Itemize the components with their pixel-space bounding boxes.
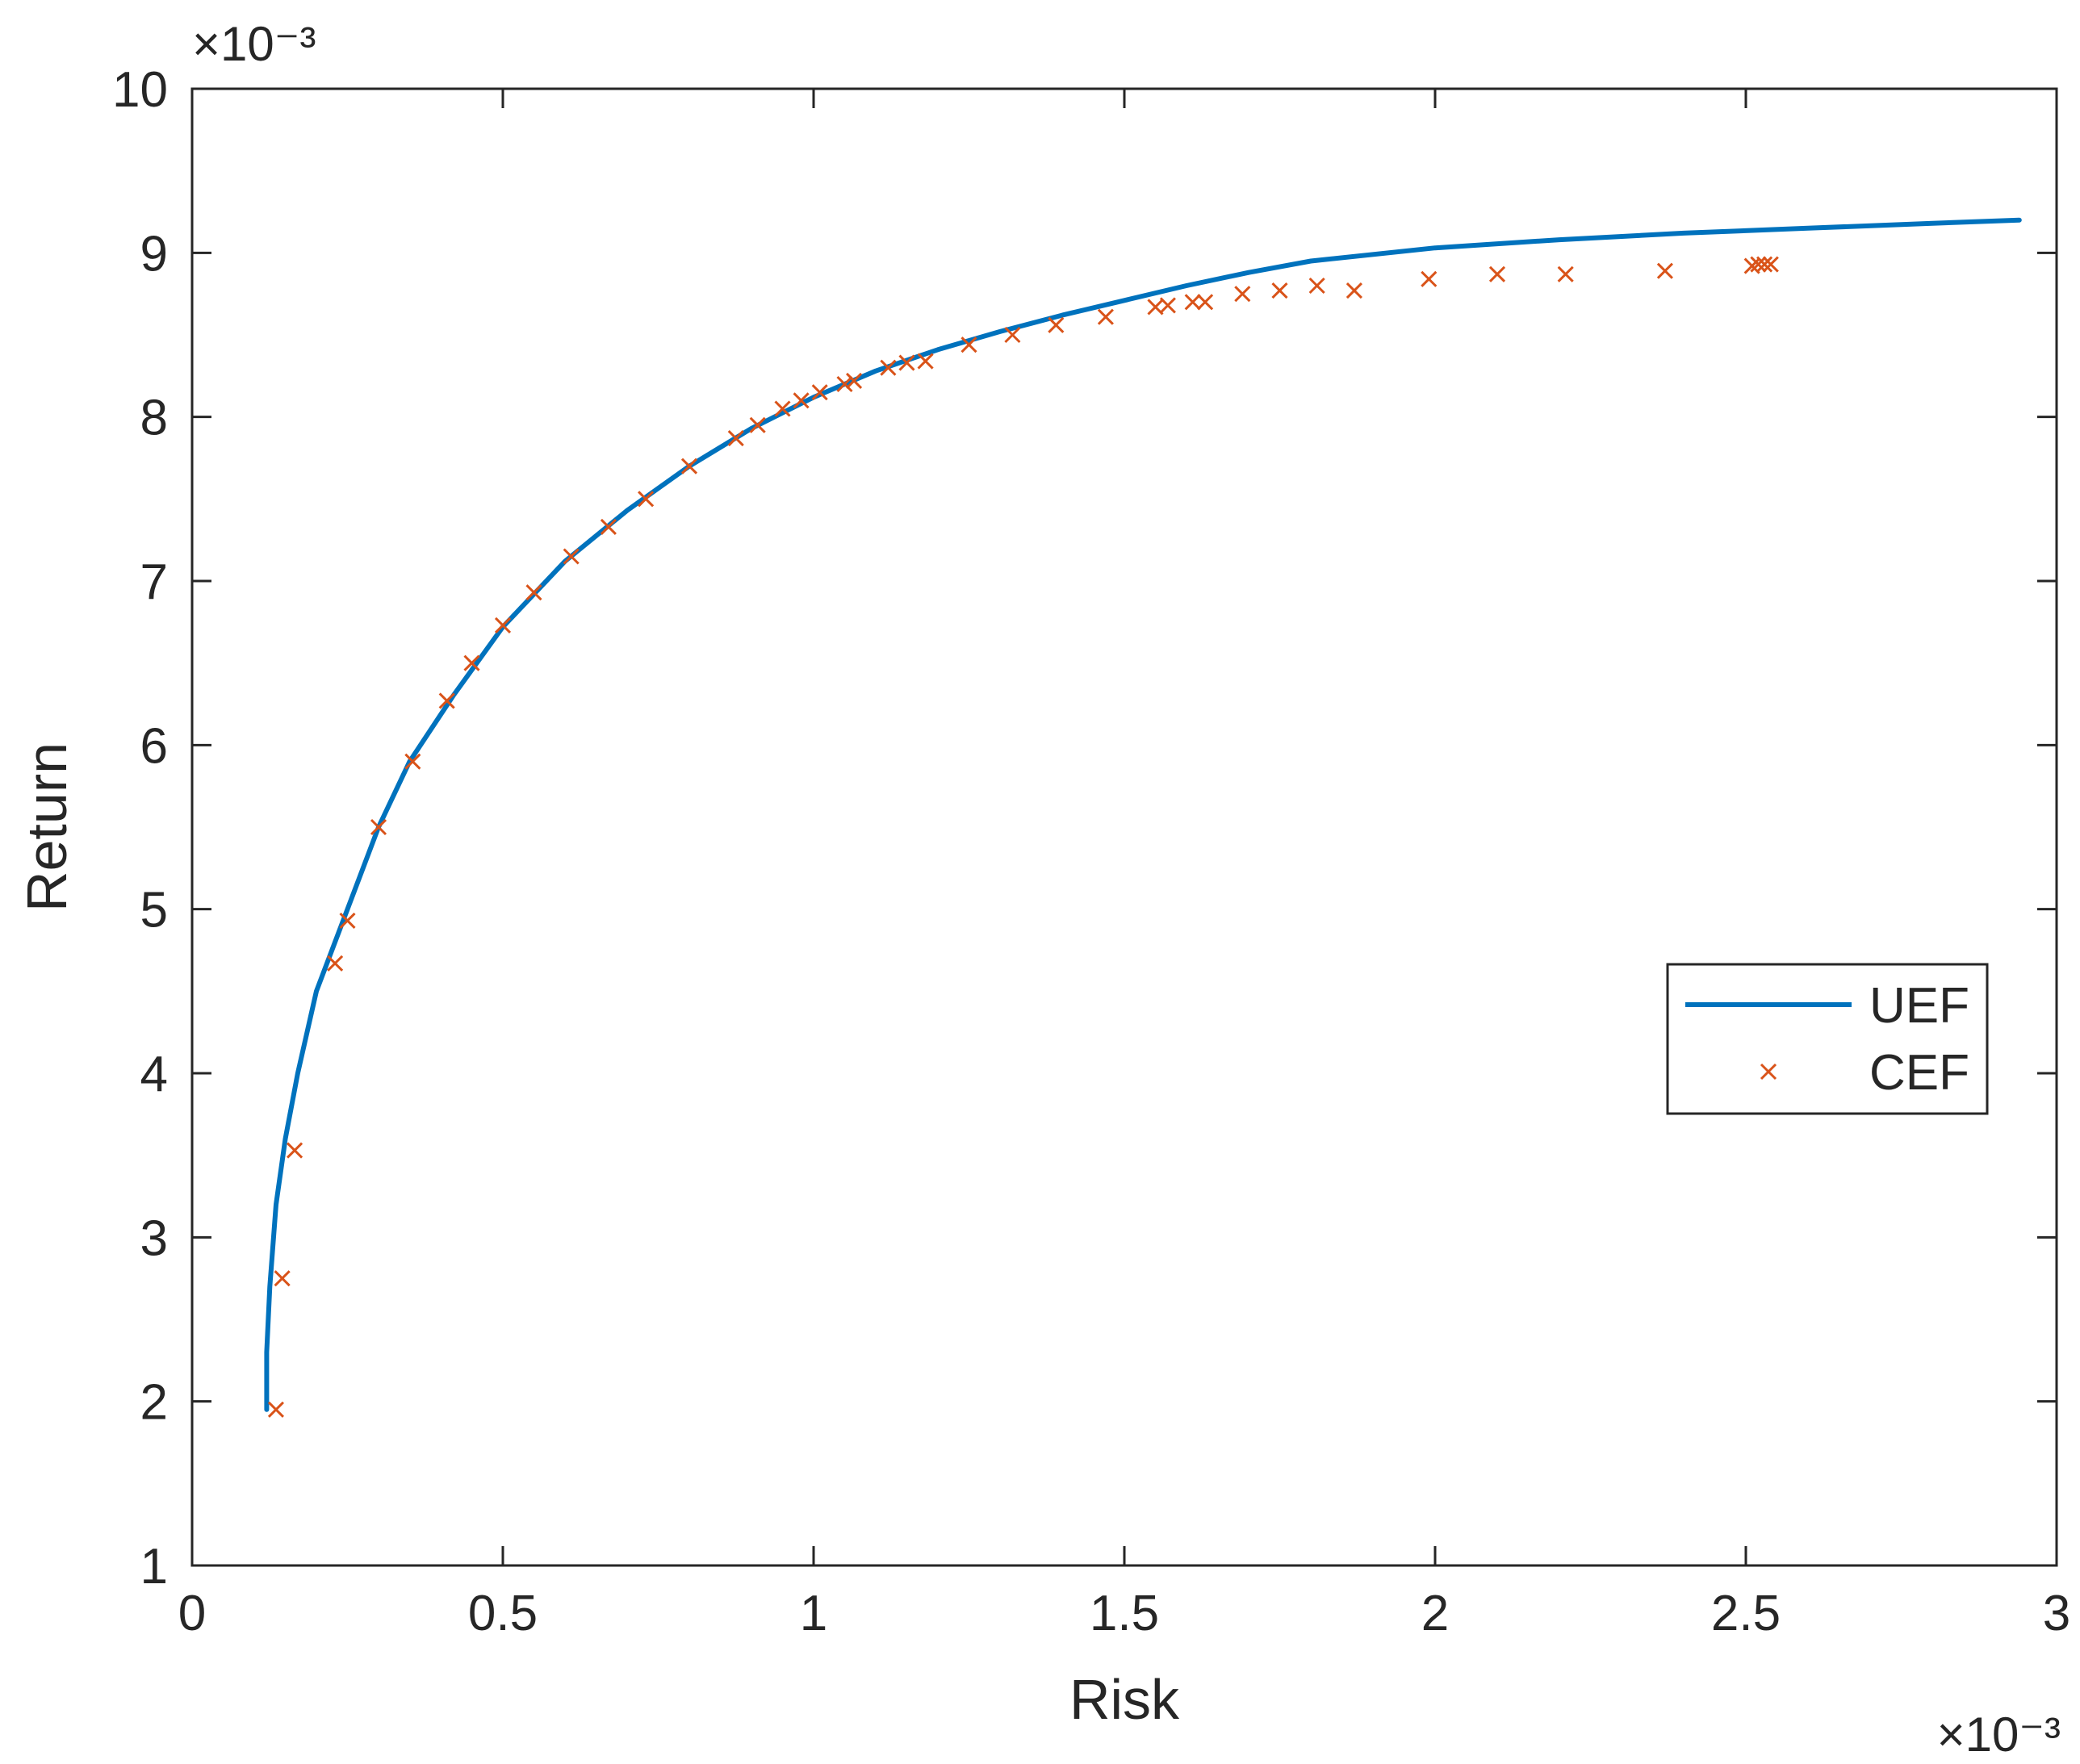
data-point-cef <box>727 430 744 447</box>
legend-uef-label: UEF <box>1869 978 1969 1034</box>
data-point-cef <box>600 518 617 535</box>
data-point-cef <box>1557 265 1574 282</box>
data-point-cef <box>960 336 977 353</box>
data-point-cef <box>811 384 828 401</box>
data-point-cef <box>1097 308 1114 325</box>
data-point-cef <box>1756 256 1773 273</box>
data-point-cef <box>749 416 766 433</box>
y-tick-label: 7 <box>140 554 168 610</box>
data-point-cef <box>463 654 480 671</box>
series-layer <box>264 217 2022 1418</box>
data-point-cef <box>1184 294 1201 311</box>
x-tick-label: 3 <box>2043 1586 2070 1641</box>
data-point-cef <box>793 392 810 409</box>
data-point-cef <box>680 458 698 474</box>
legend-cef-label: CEF <box>1869 1045 1969 1101</box>
y-tick-label: 1 <box>140 1539 168 1595</box>
data-point-cef <box>774 400 791 417</box>
data-point-cef <box>370 818 387 836</box>
data-point-cef <box>1762 256 1779 273</box>
data-point-cef <box>339 912 356 929</box>
data-point-cef <box>1750 256 1767 273</box>
x-tick-label: 0.5 <box>468 1586 538 1641</box>
data-point-cef <box>1271 282 1288 299</box>
y-tick-label: 8 <box>140 391 168 446</box>
data-point-cef <box>494 617 512 633</box>
data-point-cef <box>438 692 455 709</box>
data-point-cef <box>404 753 421 770</box>
data-point-cef <box>1159 297 1176 314</box>
axes-box <box>190 87 2058 1567</box>
data-point-cef <box>880 359 897 376</box>
data-point-cef <box>1346 282 1362 299</box>
data-point-cef <box>845 372 863 389</box>
y-tick-label: 3 <box>140 1210 168 1266</box>
data-point-cef <box>274 1270 291 1287</box>
data-point-cef <box>1004 326 1021 344</box>
x-tick-label: 2 <box>1421 1586 1449 1641</box>
y-tick-label: 10 <box>112 62 168 118</box>
data-point-cef <box>1421 270 1438 287</box>
y-axis-ticks: 1 2 3 4 5 6 7 8 9 10 <box>112 62 2057 1595</box>
legend: UEF CEF <box>1666 963 1989 1115</box>
data-point-cef <box>563 548 580 565</box>
legend-box <box>1666 963 1989 1115</box>
data-point-cef <box>638 491 655 508</box>
data-point-cef <box>1656 262 1673 279</box>
x-tick-label: 2.5 <box>1711 1586 1781 1641</box>
y-tick-label: 9 <box>140 226 168 282</box>
data-point-cef <box>898 354 915 371</box>
x-axis-ticks: 0 0.5 1 1.5 2 2.5 3 <box>178 89 2070 1641</box>
x-axis-exponent: ×10⁻³ <box>1937 1708 2061 1760</box>
data-point-cef <box>1488 265 1506 282</box>
x-axis-label: Risk <box>1069 1668 1180 1731</box>
data-point-cef <box>917 353 934 370</box>
y-tick-label: 4 <box>140 1047 168 1102</box>
y-tick-label: 5 <box>140 883 168 938</box>
data-point-cef <box>286 1142 303 1159</box>
data-point-cef <box>836 375 853 393</box>
series-line-uef <box>264 217 2022 1412</box>
y-axis-label: Return <box>15 742 78 912</box>
data-point-cef <box>1197 294 1214 311</box>
data-point-cef <box>1308 277 1325 295</box>
y-tick-label: 6 <box>140 718 168 774</box>
x-tick-label: 1.5 <box>1090 1586 1159 1641</box>
data-point-cef <box>525 584 542 601</box>
data-point-cef <box>1234 286 1251 303</box>
y-tick-label: 2 <box>140 1375 168 1431</box>
data-point-cef <box>267 1401 285 1418</box>
legend-cef-swatch <box>1760 1063 1777 1081</box>
x-tick-label: 0 <box>178 1586 206 1641</box>
data-point-cef <box>327 955 344 972</box>
data-point-cef <box>1048 316 1065 333</box>
x-tick-label: 1 <box>800 1586 827 1641</box>
y-axis-exponent: ×10⁻³ <box>192 17 316 71</box>
